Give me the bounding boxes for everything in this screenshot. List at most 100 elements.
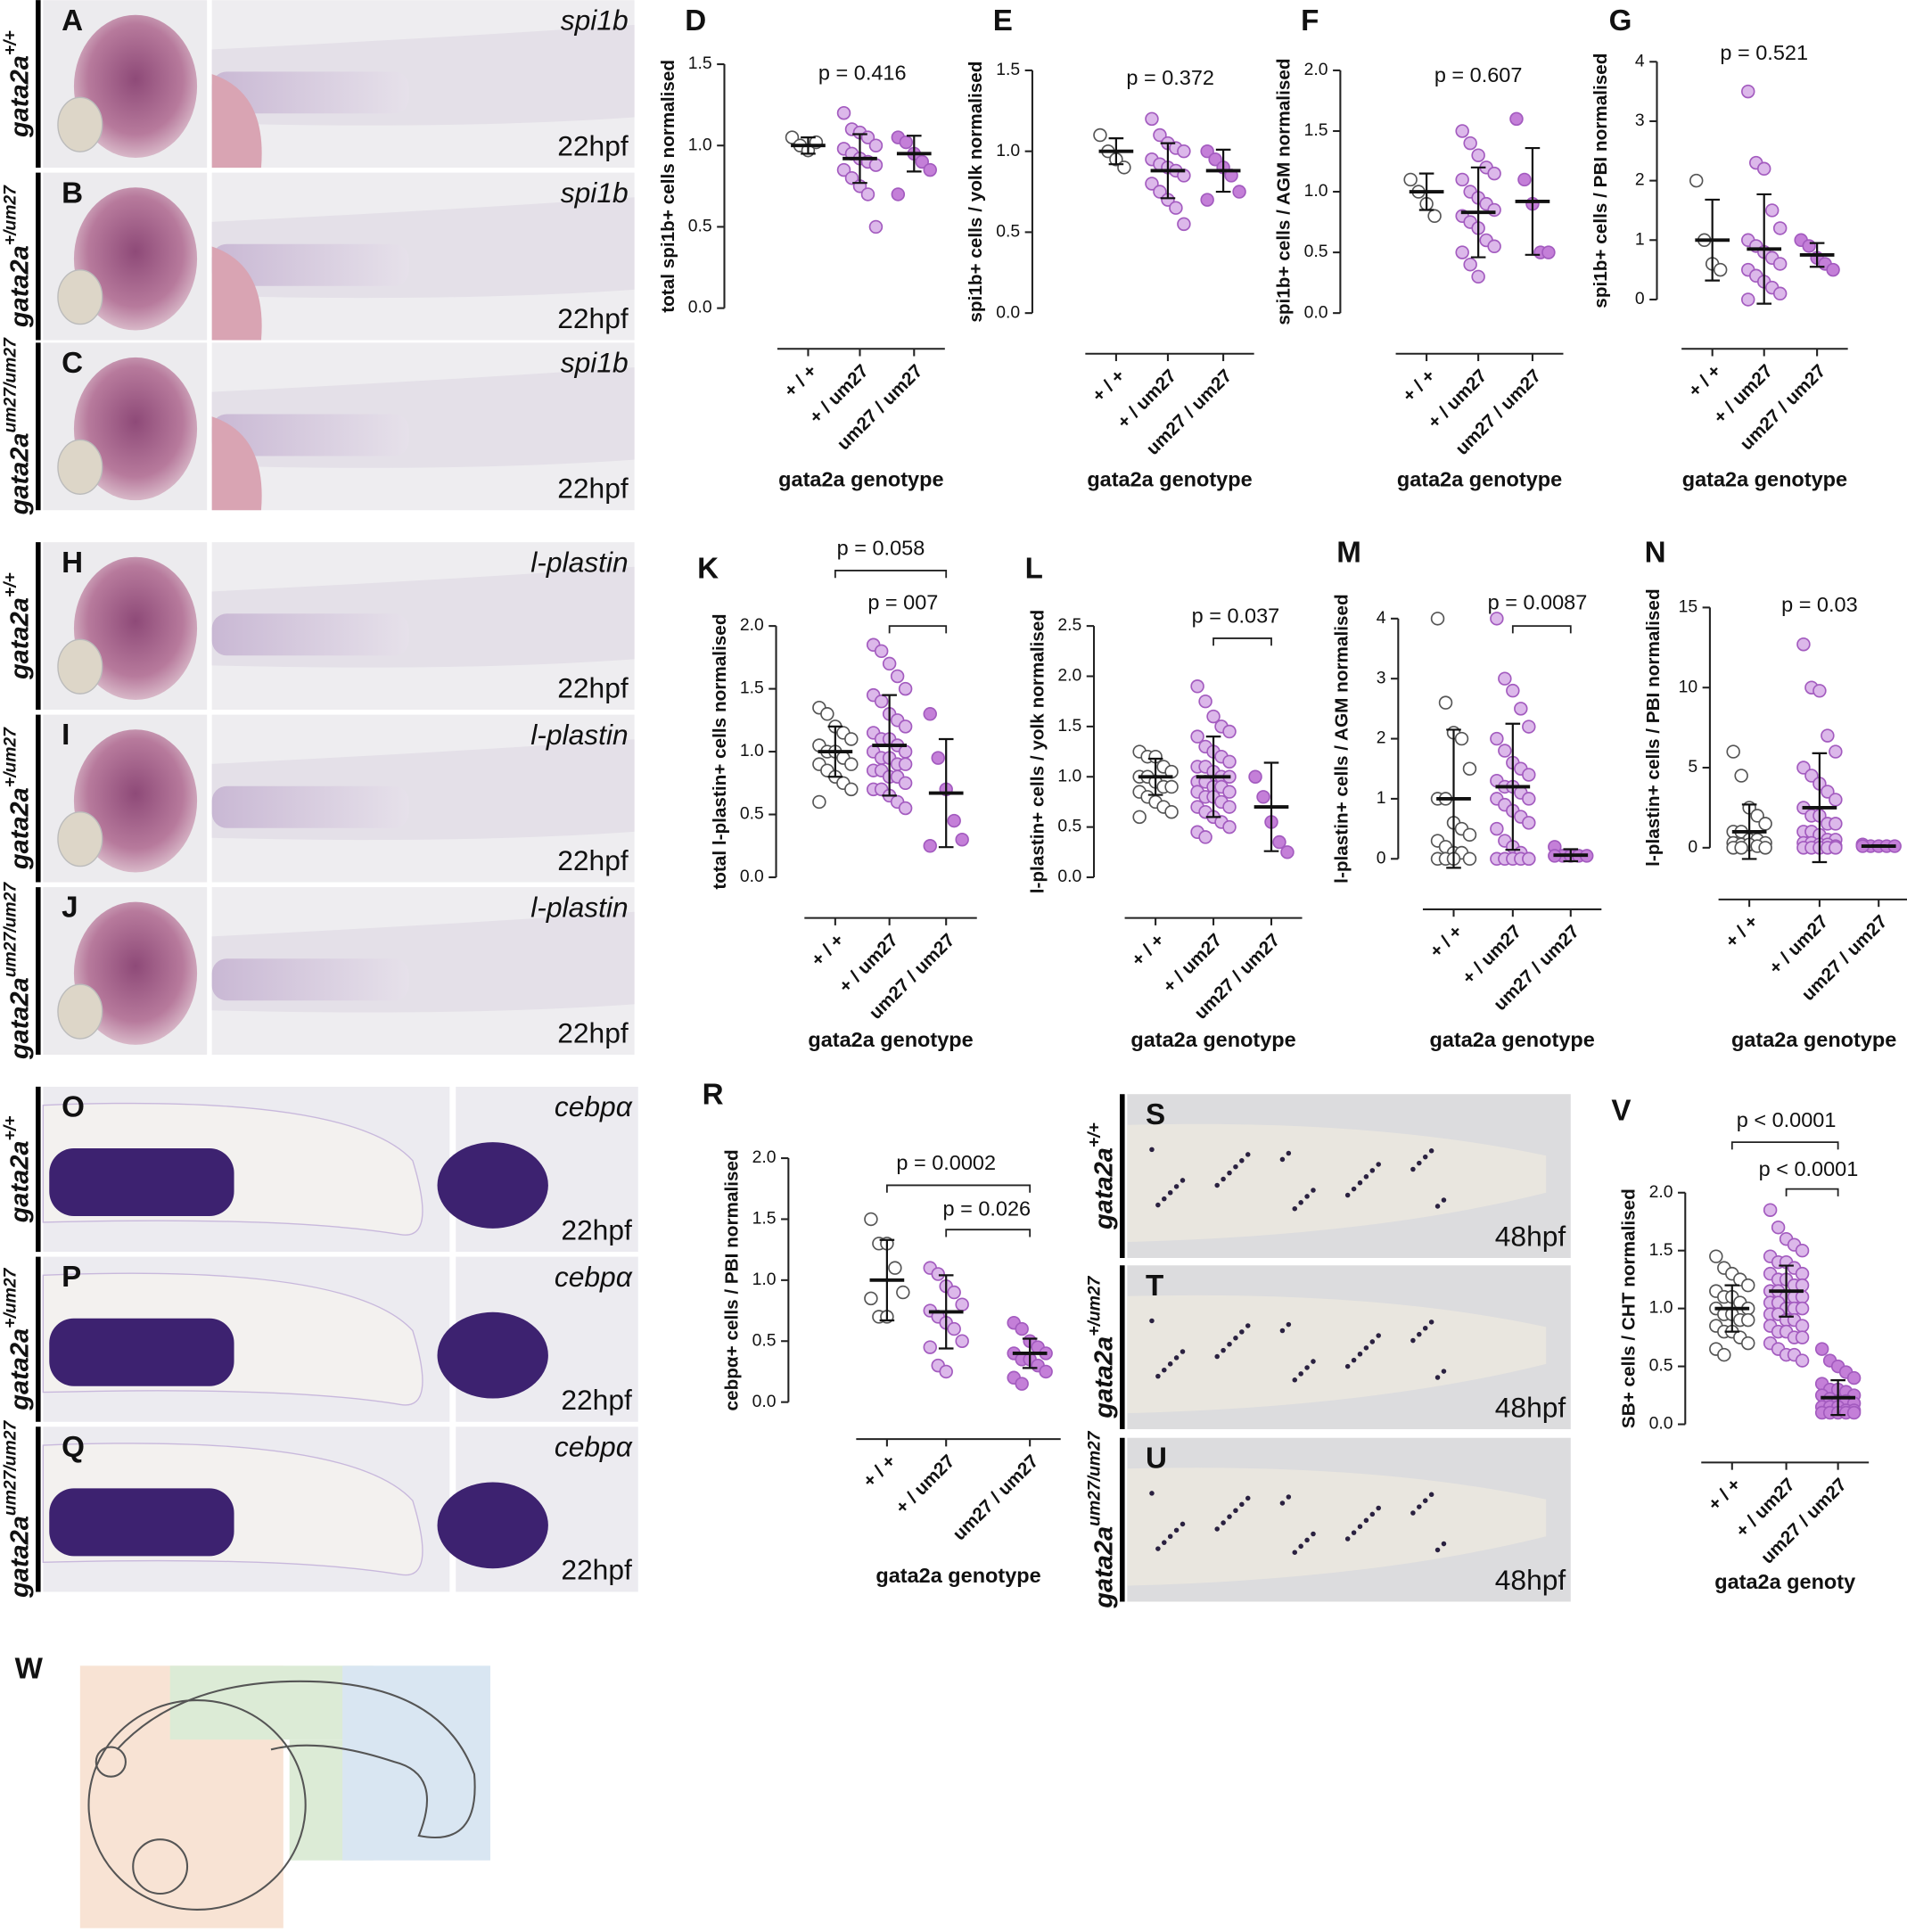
panel-letter: L [1025, 553, 1043, 586]
data-point [864, 1291, 878, 1306]
x-axis-label: gata2a genotype [1731, 1028, 1896, 1051]
data-point [1509, 111, 1524, 127]
cell [1298, 1371, 1303, 1377]
cell [1155, 1373, 1161, 1379]
gene: gata2a [5, 597, 34, 680]
yolk-extension [211, 613, 409, 656]
cell [1233, 1336, 1238, 1341]
yolk-extension [437, 1482, 548, 1569]
x-axis-label: gata2a genotype [808, 1028, 973, 1051]
data-point [820, 707, 834, 721]
y-axis-label: spi1b+ cells / yolk normalised [966, 62, 986, 323]
p-value: p = 0.0002 [896, 1151, 996, 1174]
data-point [1145, 111, 1159, 127]
data-point [1177, 144, 1191, 159]
micrograph [43, 714, 635, 883]
data-point [1795, 1353, 1810, 1368]
data-point [844, 732, 859, 746]
cell [1298, 1200, 1303, 1205]
micrograph [1127, 1437, 1571, 1602]
cell [1279, 1500, 1286, 1506]
cell [1369, 1511, 1376, 1517]
genotype-label: gata2a+/um27 [1, 1267, 35, 1410]
data-point [1522, 851, 1536, 867]
cell [1292, 1377, 1298, 1383]
panel-letter: U [1146, 1442, 1167, 1475]
cell [1292, 1550, 1298, 1555]
data-point [1471, 269, 1485, 284]
y-tick-label: 1.0 [1649, 1298, 1673, 1318]
x-tick-label: um27 / um27 [949, 1451, 1042, 1544]
allele: +/um27 [1085, 1275, 1105, 1336]
micrograph [43, 542, 635, 711]
data-point [1772, 257, 1788, 271]
cell [1417, 1160, 1422, 1166]
eye [57, 269, 103, 325]
data-point [1713, 262, 1728, 277]
cell [1410, 1166, 1416, 1172]
y-tick-label: 1.5 [740, 678, 764, 698]
data-point [1795, 1266, 1810, 1281]
data-point [891, 187, 906, 201]
genotype-label: gata2aum27/um27 [1, 1419, 35, 1598]
cell [1428, 1320, 1434, 1325]
allele: um27/um27 [1, 882, 21, 978]
cell [1167, 1361, 1173, 1367]
data-point [1462, 851, 1477, 867]
cell [1167, 1189, 1173, 1196]
data-point [947, 813, 961, 828]
panel-letter: B [62, 177, 83, 210]
cell [1214, 1526, 1220, 1532]
yolk-extension [49, 1148, 234, 1217]
data-point [1821, 728, 1835, 743]
data-point [785, 130, 800, 144]
panel-letter: P [62, 1261, 81, 1294]
allele: +/um27 [1, 727, 21, 787]
yolk [73, 357, 198, 501]
data-point [1222, 819, 1237, 834]
data-point [1517, 172, 1532, 187]
genotype-label: gata2a+/um27 [1, 185, 35, 328]
cell [1434, 1375, 1441, 1380]
data-point [1772, 286, 1788, 301]
y-axis-label: spi1b+ cells / PBI normalised [1591, 53, 1611, 308]
x-tick-label: + / + [1426, 921, 1467, 962]
data-point [844, 782, 859, 797]
y-tick-label: 0.5 [1304, 242, 1328, 261]
data-point [1222, 800, 1237, 814]
y-tick-label: 0.5 [996, 222, 1020, 242]
stage-label: 22hpf [557, 302, 629, 334]
y-tick-label: 3 [1635, 111, 1645, 130]
data-point [1795, 1243, 1810, 1258]
cell [1441, 1541, 1447, 1547]
probe-label: cebpα [555, 1261, 633, 1293]
data-point [1498, 671, 1512, 686]
yolk-extension [49, 1488, 234, 1557]
data-point [1802, 239, 1816, 253]
y-tick-label: 15 [1679, 597, 1697, 617]
data-point [836, 106, 851, 120]
data-point [1771, 1220, 1786, 1235]
data-point [1763, 1203, 1778, 1217]
data-point [1200, 144, 1214, 159]
cell [1149, 1147, 1155, 1153]
stage-label: 22hpf [557, 473, 629, 505]
stage-label: 22hpf [557, 129, 629, 161]
y-axis-label: cebpα+ cells / PBI normalised [722, 1149, 743, 1410]
cell [1428, 1492, 1434, 1498]
data-point [1758, 817, 1772, 831]
cell [1311, 1531, 1316, 1537]
data-point [1829, 744, 1843, 759]
p-value: p < 0.0001 [1759, 1157, 1859, 1180]
y-tick-label: 1.5 [752, 1209, 777, 1229]
p-value: p = 0.416 [818, 61, 907, 84]
y-tick-label: 0 [1635, 289, 1645, 308]
genotype-label: gata2aum27/um27 [1085, 1430, 1119, 1608]
cell [1239, 1501, 1245, 1508]
data-point [1177, 217, 1191, 232]
panel-letter: G [1609, 4, 1632, 37]
p-value: p = 0.026 [943, 1196, 1032, 1220]
data-point [1248, 769, 1262, 784]
eye [57, 439, 103, 495]
embryo-tail [1127, 1123, 1547, 1243]
